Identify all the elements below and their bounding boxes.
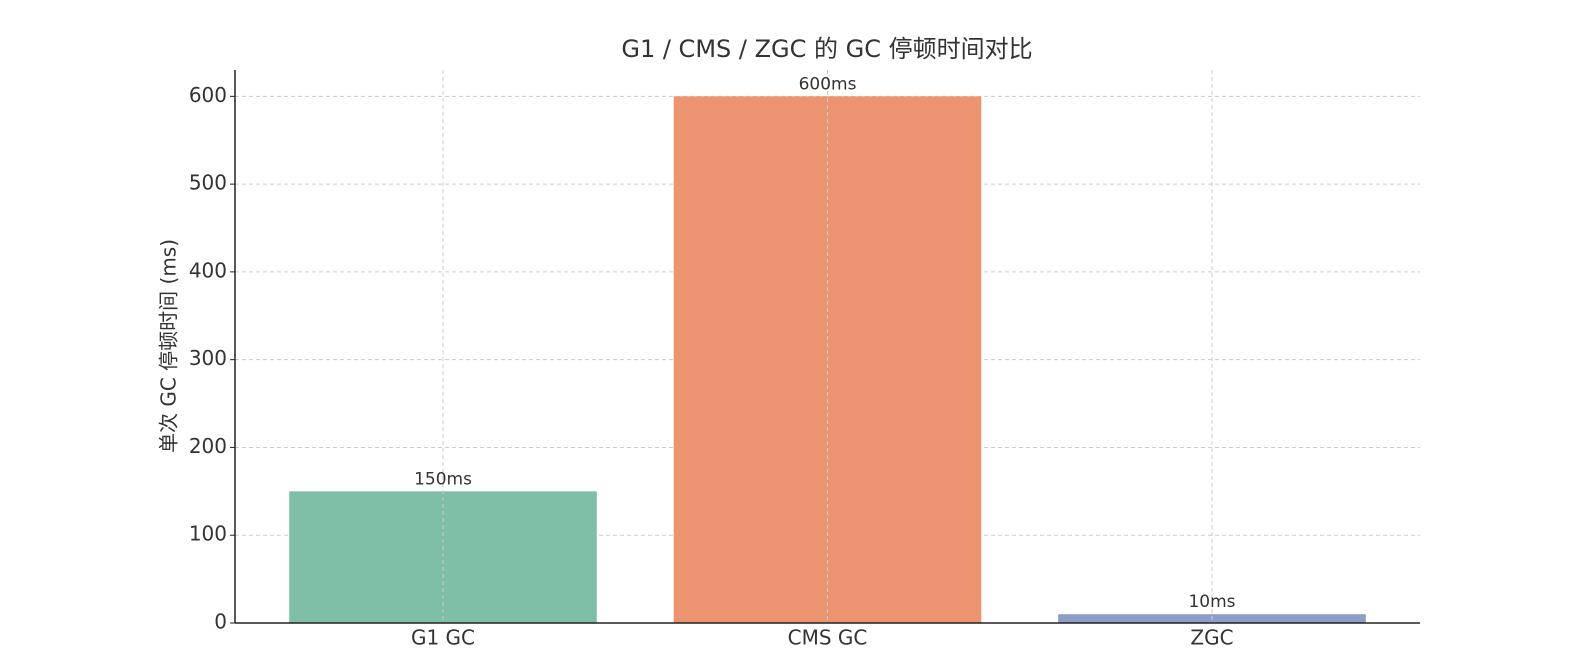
y-axis-label: 单次 GC 停顿时间 (ms) [157, 239, 181, 453]
y-tick-label: 300 [189, 346, 227, 370]
y-tick-label: 200 [189, 434, 227, 458]
x-tick-label: CMS GC [788, 626, 868, 650]
y-tick-label: 0 [214, 610, 227, 634]
y-tick-label: 100 [189, 522, 227, 546]
y-tick-label: 400 [189, 258, 227, 282]
value-label: 150ms [414, 469, 472, 489]
y-tick-label: 500 [189, 171, 227, 195]
value-label: 10ms [1188, 592, 1235, 612]
value-label: 600ms [799, 74, 857, 94]
x-tick-label: ZGC [1190, 626, 1233, 650]
y-tick-label: 600 [189, 83, 227, 107]
chart-title: G1 / CMS / ZGC 的 GC 停顿时间对比 [621, 35, 1032, 63]
x-tick-label: G1 GC [411, 626, 475, 650]
